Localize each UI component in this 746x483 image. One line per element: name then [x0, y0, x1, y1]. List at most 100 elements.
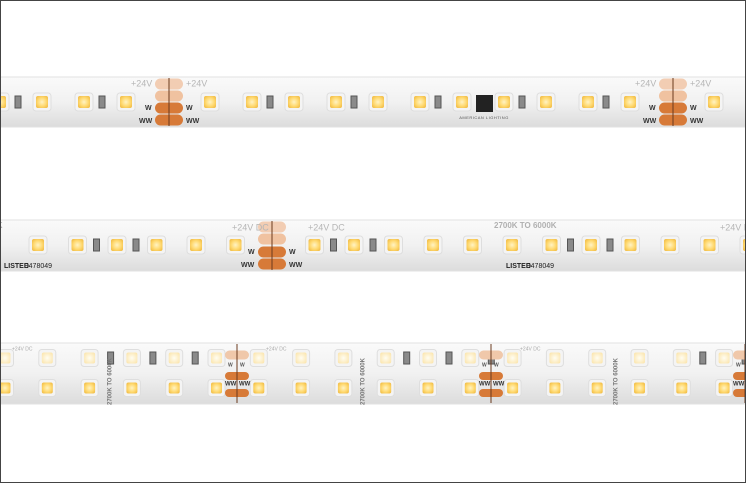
label: W	[186, 105, 193, 112]
label: +24V	[131, 78, 152, 88]
label: WW	[241, 262, 255, 269]
led	[78, 96, 90, 108]
led	[120, 96, 132, 108]
resistor	[132, 238, 140, 252]
led	[246, 96, 258, 108]
led	[337, 352, 349, 364]
resistor	[445, 351, 453, 365]
led	[456, 96, 468, 108]
led	[422, 352, 434, 364]
label: W	[240, 362, 245, 368]
label: 2700K TO 6000K	[108, 357, 114, 405]
led	[703, 239, 716, 251]
resistor	[266, 95, 274, 109]
led	[204, 96, 216, 108]
label: W	[289, 249, 296, 256]
label: +24V DC	[720, 222, 746, 232]
resistor	[330, 238, 337, 252]
led	[708, 96, 720, 108]
led	[718, 382, 730, 394]
led	[498, 96, 510, 108]
led	[41, 352, 53, 364]
label: WW	[493, 382, 505, 388]
led	[1, 96, 6, 108]
led	[507, 382, 519, 394]
led	[464, 382, 476, 394]
label: WW	[643, 118, 657, 125]
resistor	[699, 351, 707, 365]
solder-pad	[733, 372, 745, 380]
led	[380, 352, 392, 364]
label: E478049	[24, 263, 52, 270]
led	[676, 382, 688, 394]
label: WW	[225, 382, 237, 388]
resistor	[567, 238, 574, 252]
label: +24V DC	[12, 346, 33, 352]
led	[253, 382, 265, 394]
led	[591, 352, 603, 364]
led	[507, 352, 519, 364]
label: LISTED	[506, 263, 531, 270]
resistor	[149, 351, 157, 365]
label: WW	[289, 262, 303, 269]
resistor	[434, 95, 442, 109]
led	[585, 239, 597, 251]
led	[422, 382, 434, 394]
led	[718, 352, 730, 364]
label: W	[736, 362, 741, 368]
label: W	[248, 249, 255, 256]
led	[1, 352, 11, 364]
led	[634, 352, 645, 364]
resistor	[518, 95, 526, 109]
led	[308, 239, 321, 251]
led	[414, 96, 426, 108]
led	[466, 239, 479, 251]
led	[591, 382, 603, 394]
led	[168, 382, 180, 394]
label: W	[494, 362, 499, 368]
resistor	[98, 95, 106, 109]
led	[330, 96, 342, 108]
label: +24V DC	[520, 346, 541, 352]
led	[387, 239, 400, 251]
label: WW	[690, 118, 704, 125]
led	[111, 239, 123, 251]
led	[211, 352, 222, 364]
label: W	[228, 362, 233, 368]
label: WW	[239, 382, 251, 388]
led	[624, 96, 636, 108]
label: WW	[479, 382, 491, 388]
resistor	[93, 238, 100, 252]
led	[582, 96, 594, 108]
led	[743, 239, 745, 251]
led	[32, 239, 44, 251]
led	[634, 382, 645, 394]
led	[1, 382, 11, 394]
led	[190, 239, 202, 251]
label: WW	[733, 382, 745, 388]
led	[624, 239, 637, 251]
label: W	[690, 105, 697, 112]
led	[288, 96, 300, 108]
resistor	[191, 351, 199, 365]
label: +24V	[635, 78, 656, 88]
led	[41, 382, 53, 394]
resistor	[602, 95, 610, 109]
led	[36, 96, 48, 108]
led	[549, 352, 561, 364]
label: 2700K TO 6000K	[494, 221, 557, 230]
led	[84, 352, 96, 364]
resistor	[107, 351, 115, 365]
led	[506, 239, 518, 251]
resistor	[606, 238, 614, 252]
label: +24V DC	[308, 222, 345, 232]
led	[126, 382, 138, 394]
led	[126, 352, 138, 364]
solder-pad	[733, 389, 745, 397]
led	[427, 239, 439, 251]
led	[348, 239, 360, 251]
label: LISTED	[4, 263, 29, 270]
led	[211, 382, 222, 394]
